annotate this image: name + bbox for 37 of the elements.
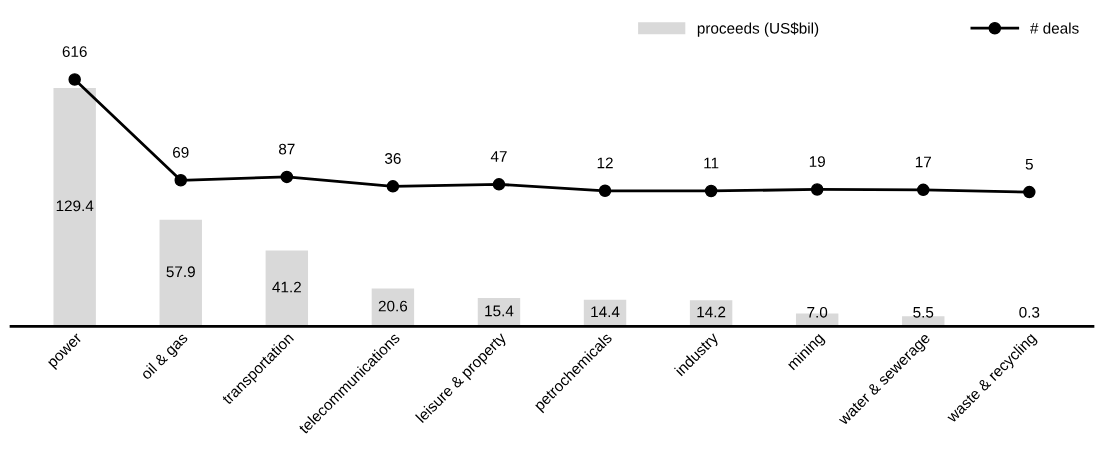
bar (371, 288, 415, 327)
x-tick-label: oil & gas (139, 331, 191, 383)
point (492, 178, 506, 191)
data-label: 7.0 (807, 306, 828, 318)
point (598, 184, 612, 198)
legend-label: proceeds (US$bil) (697, 22, 819, 37)
point (916, 183, 930, 197)
data-label: 47 (490, 151, 507, 162)
bar (265, 250, 309, 327)
data-label: 57.9 (166, 266, 195, 278)
bar (159, 219, 202, 327)
legend-label: # deals (1030, 22, 1079, 34)
bar (53, 87, 96, 327)
data-label: 19 (809, 156, 825, 168)
data-label: 17 (915, 156, 931, 168)
data-label: 616 (62, 46, 87, 57)
data-label: 87 (278, 143, 295, 155)
data-label: 41.2 (272, 281, 301, 293)
data-label: 15.4 (485, 305, 514, 317)
point (174, 174, 188, 187)
data-label: 36 (384, 153, 401, 164)
data-label: 14.4 (591, 306, 620, 318)
data-label: 11 (704, 157, 719, 169)
point (280, 170, 294, 184)
data-label: 5 (1025, 158, 1033, 170)
point (68, 73, 81, 86)
point (386, 180, 400, 193)
point (704, 184, 718, 198)
data-label: 5.5 (913, 307, 934, 318)
data-label: 0.3 (1019, 306, 1040, 318)
data-label: 12 (597, 157, 613, 169)
point (1023, 185, 1036, 199)
data-label: 20.6 (378, 300, 408, 312)
point (810, 183, 824, 196)
data-label: 129.4 (56, 200, 94, 212)
data-label: 69 (173, 146, 189, 158)
data-label: 14.2 (697, 306, 726, 318)
